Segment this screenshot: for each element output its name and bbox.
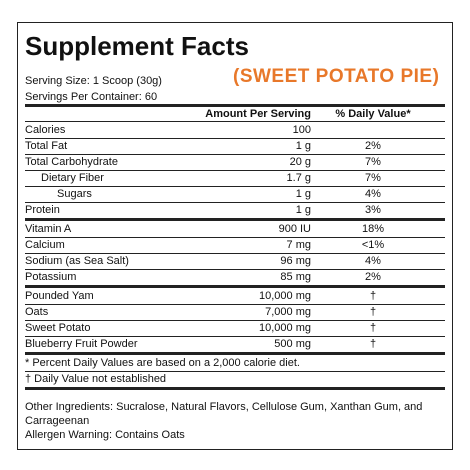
rule: [25, 202, 445, 203]
footnote: * Percent Daily Values are based on a 2,…: [25, 357, 300, 369]
rule: [25, 121, 445, 122]
nutrient-amount: 500 mg: [274, 338, 311, 350]
rule: [25, 253, 445, 254]
nutrient-name: Total Carbohydrate: [25, 156, 118, 168]
nutrient-name: Sodium (as Sea Salt): [25, 255, 129, 267]
nutrient-daily-value: 7%: [365, 156, 381, 168]
nutrient-daily-value: 2%: [365, 271, 381, 283]
title: Supplement Facts: [25, 31, 249, 61]
nutrient-daily-value: 3%: [365, 204, 381, 216]
thick-rule: [25, 285, 445, 288]
nutrient-amount: 1 g: [295, 140, 311, 152]
nutrient-daily-value: <1%: [361, 239, 385, 251]
nutrient-name: Potassium: [25, 271, 77, 283]
rule: [25, 170, 445, 171]
rule: [25, 371, 445, 372]
rule: [25, 304, 445, 305]
nutrient-name: Calcium: [25, 239, 65, 251]
rule: [25, 237, 445, 238]
nutrient-amount: 20 g: [289, 156, 311, 168]
nutrient-amount: 10,000 mg: [259, 290, 311, 302]
rule: [25, 138, 445, 139]
nutrient-daily-value: †: [369, 322, 377, 334]
nutrient-daily-value: 7%: [365, 172, 381, 184]
rule: [25, 320, 445, 321]
thick-rule: [25, 352, 445, 355]
flavor: (SWEET POTATO PIE): [233, 66, 440, 87]
nutrient-daily-value: 2%: [365, 140, 381, 152]
header-daily-value: % Daily Value*: [335, 108, 411, 120]
nutrient-daily-value: †: [369, 338, 377, 350]
nutrient-amount: 1 g: [295, 188, 311, 200]
nutrient-daily-value: 4%: [365, 188, 381, 200]
footnote: † Daily Value not established: [25, 373, 167, 385]
nutrient-name: Oats: [25, 306, 49, 318]
nutrient-amount: 7,000 mg: [265, 306, 311, 318]
header-amount: Amount Per Serving: [205, 108, 311, 120]
nutrient-daily-value: 4%: [365, 255, 381, 267]
rule: [25, 186, 445, 187]
nutrient-name: Pounded Yam: [25, 290, 94, 302]
rule: [25, 154, 445, 155]
thick-rule: [25, 104, 445, 107]
nutrient-daily-value: 18%: [361, 223, 385, 235]
rule: [25, 336, 445, 337]
thick-rule: [25, 218, 445, 221]
nutrient-amount: 900 IU: [278, 223, 311, 235]
nutrient-name: Total Fat: [25, 140, 68, 152]
nutrient-name: Blueberry Fruit Powder: [25, 338, 138, 350]
nutrient-name: Vitamin A: [25, 223, 72, 235]
nutrient-daily-value: †: [369, 290, 377, 302]
nutrient-amount: 10,000 mg: [259, 322, 311, 334]
servings-per-container: Servings Per Container: 60: [25, 91, 158, 103]
nutrient-daily-value: †: [369, 306, 377, 318]
nutrient-name: Sweet Potato: [25, 322, 91, 334]
nutrient-amount: 1.7 g: [286, 172, 311, 184]
rule: [25, 269, 445, 270]
nutrient-name: Calories: [25, 124, 66, 136]
allergen-warning: Allergen Warning: Contains Oats: [25, 429, 185, 441]
nutrient-name: Protein: [25, 204, 60, 216]
nutrient-amount: 96 mg: [280, 255, 311, 267]
thick-rule: [25, 387, 445, 390]
nutrient-amount: 7 mg: [286, 239, 311, 251]
supplement-label: Supplement Facts (SWEET POTATO PIE) Servin…: [17, 22, 453, 450]
nutrient-name: Dietary Fiber: [41, 172, 104, 184]
nutrient-amount: 1 g: [295, 204, 311, 216]
nutrient-amount: 100: [292, 124, 311, 136]
nutrient-name: Sugars: [57, 188, 92, 200]
other-ingredients: Other Ingredients: Sucralose, Natural Fl…: [25, 401, 423, 427]
nutrient-amount: 85 mg: [280, 271, 311, 283]
serving-size: Serving Size: 1 Scoop (30g): [25, 75, 162, 87]
